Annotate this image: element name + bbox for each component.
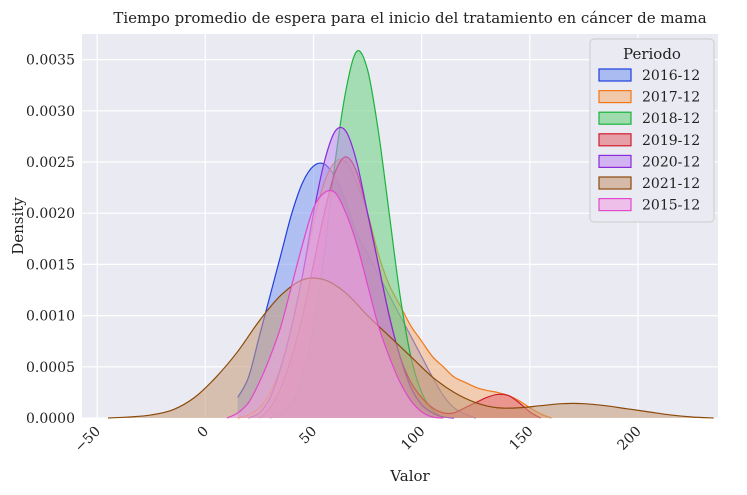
x-tick-label: 100 bbox=[398, 424, 428, 454]
legend-items: 2016-12 2017-12 2018-12 2019-12 2020-12 2021-… bbox=[598, 68, 700, 214]
y-tick-label: 0.0035 bbox=[26, 53, 75, 69]
legend-label-2021-12: 2021-12 bbox=[642, 176, 700, 192]
x-tick-label: 150 bbox=[506, 424, 536, 454]
legend-swatch-2019-12 bbox=[598, 133, 632, 147]
y-tick-label: 0.0010 bbox=[26, 309, 75, 325]
y-tick-label: 0.0005 bbox=[26, 360, 75, 376]
legend-box bbox=[589, 38, 715, 223]
legend-swatch-2016-12 bbox=[598, 68, 632, 82]
chart-title: Tiempo promedio de espera para el inicio… bbox=[113, 9, 706, 27]
y-axis-ticks: 0.0000 0.0005 0.0010 0.0015 0.0020 0.0025 0.00… bbox=[26, 53, 75, 427]
density-line-2015-12 bbox=[226, 189, 444, 419]
x-tick-label: 200 bbox=[615, 424, 645, 454]
y-axis-label: Density bbox=[9, 197, 27, 255]
density-line-2021-12 bbox=[107, 277, 714, 419]
legend-title: Periodo bbox=[623, 45, 681, 63]
legend-swatch-2018-12 bbox=[598, 111, 632, 125]
legend: Periodo 2016-12 2017-12 2018-12 2019-12 2020… bbox=[589, 38, 715, 223]
legend-label-2017-12: 2017-12 bbox=[642, 90, 700, 106]
legend-swatch-2015-12 bbox=[598, 198, 632, 212]
y-tick-label: 0.0020 bbox=[26, 206, 75, 222]
legend-swatch-2021-12 bbox=[598, 176, 632, 190]
legend-label-2020-12: 2020-12 bbox=[642, 154, 700, 170]
x-tick-label: 0 bbox=[195, 424, 213, 442]
legend-label-2015-12: 2015-12 bbox=[642, 198, 700, 214]
legend-swatch-2020-12 bbox=[598, 154, 632, 168]
legend-label-2019-12: 2019-12 bbox=[642, 133, 700, 149]
legend-label-2018-12: 2018-12 bbox=[642, 111, 700, 127]
y-tick-label: 0.0030 bbox=[26, 104, 75, 120]
x-axis-label: Valor bbox=[389, 467, 430, 485]
legend-label-2016-12: 2016-12 bbox=[642, 68, 700, 84]
y-tick-label: 0.0025 bbox=[26, 155, 75, 171]
x-tick-label: 50 bbox=[296, 424, 320, 448]
density-areas bbox=[107, 50, 714, 419]
x-axis-ticks: −50 0 50 100 150 200 bbox=[72, 424, 645, 456]
legend-swatch-2017-12 bbox=[598, 89, 632, 104]
y-tick-label: 0.0015 bbox=[26, 257, 75, 273]
y-tick-label: 0.0000 bbox=[26, 411, 75, 427]
density-area-2015-12 bbox=[226, 190, 444, 418]
x-tick-label: −50 bbox=[72, 424, 104, 456]
